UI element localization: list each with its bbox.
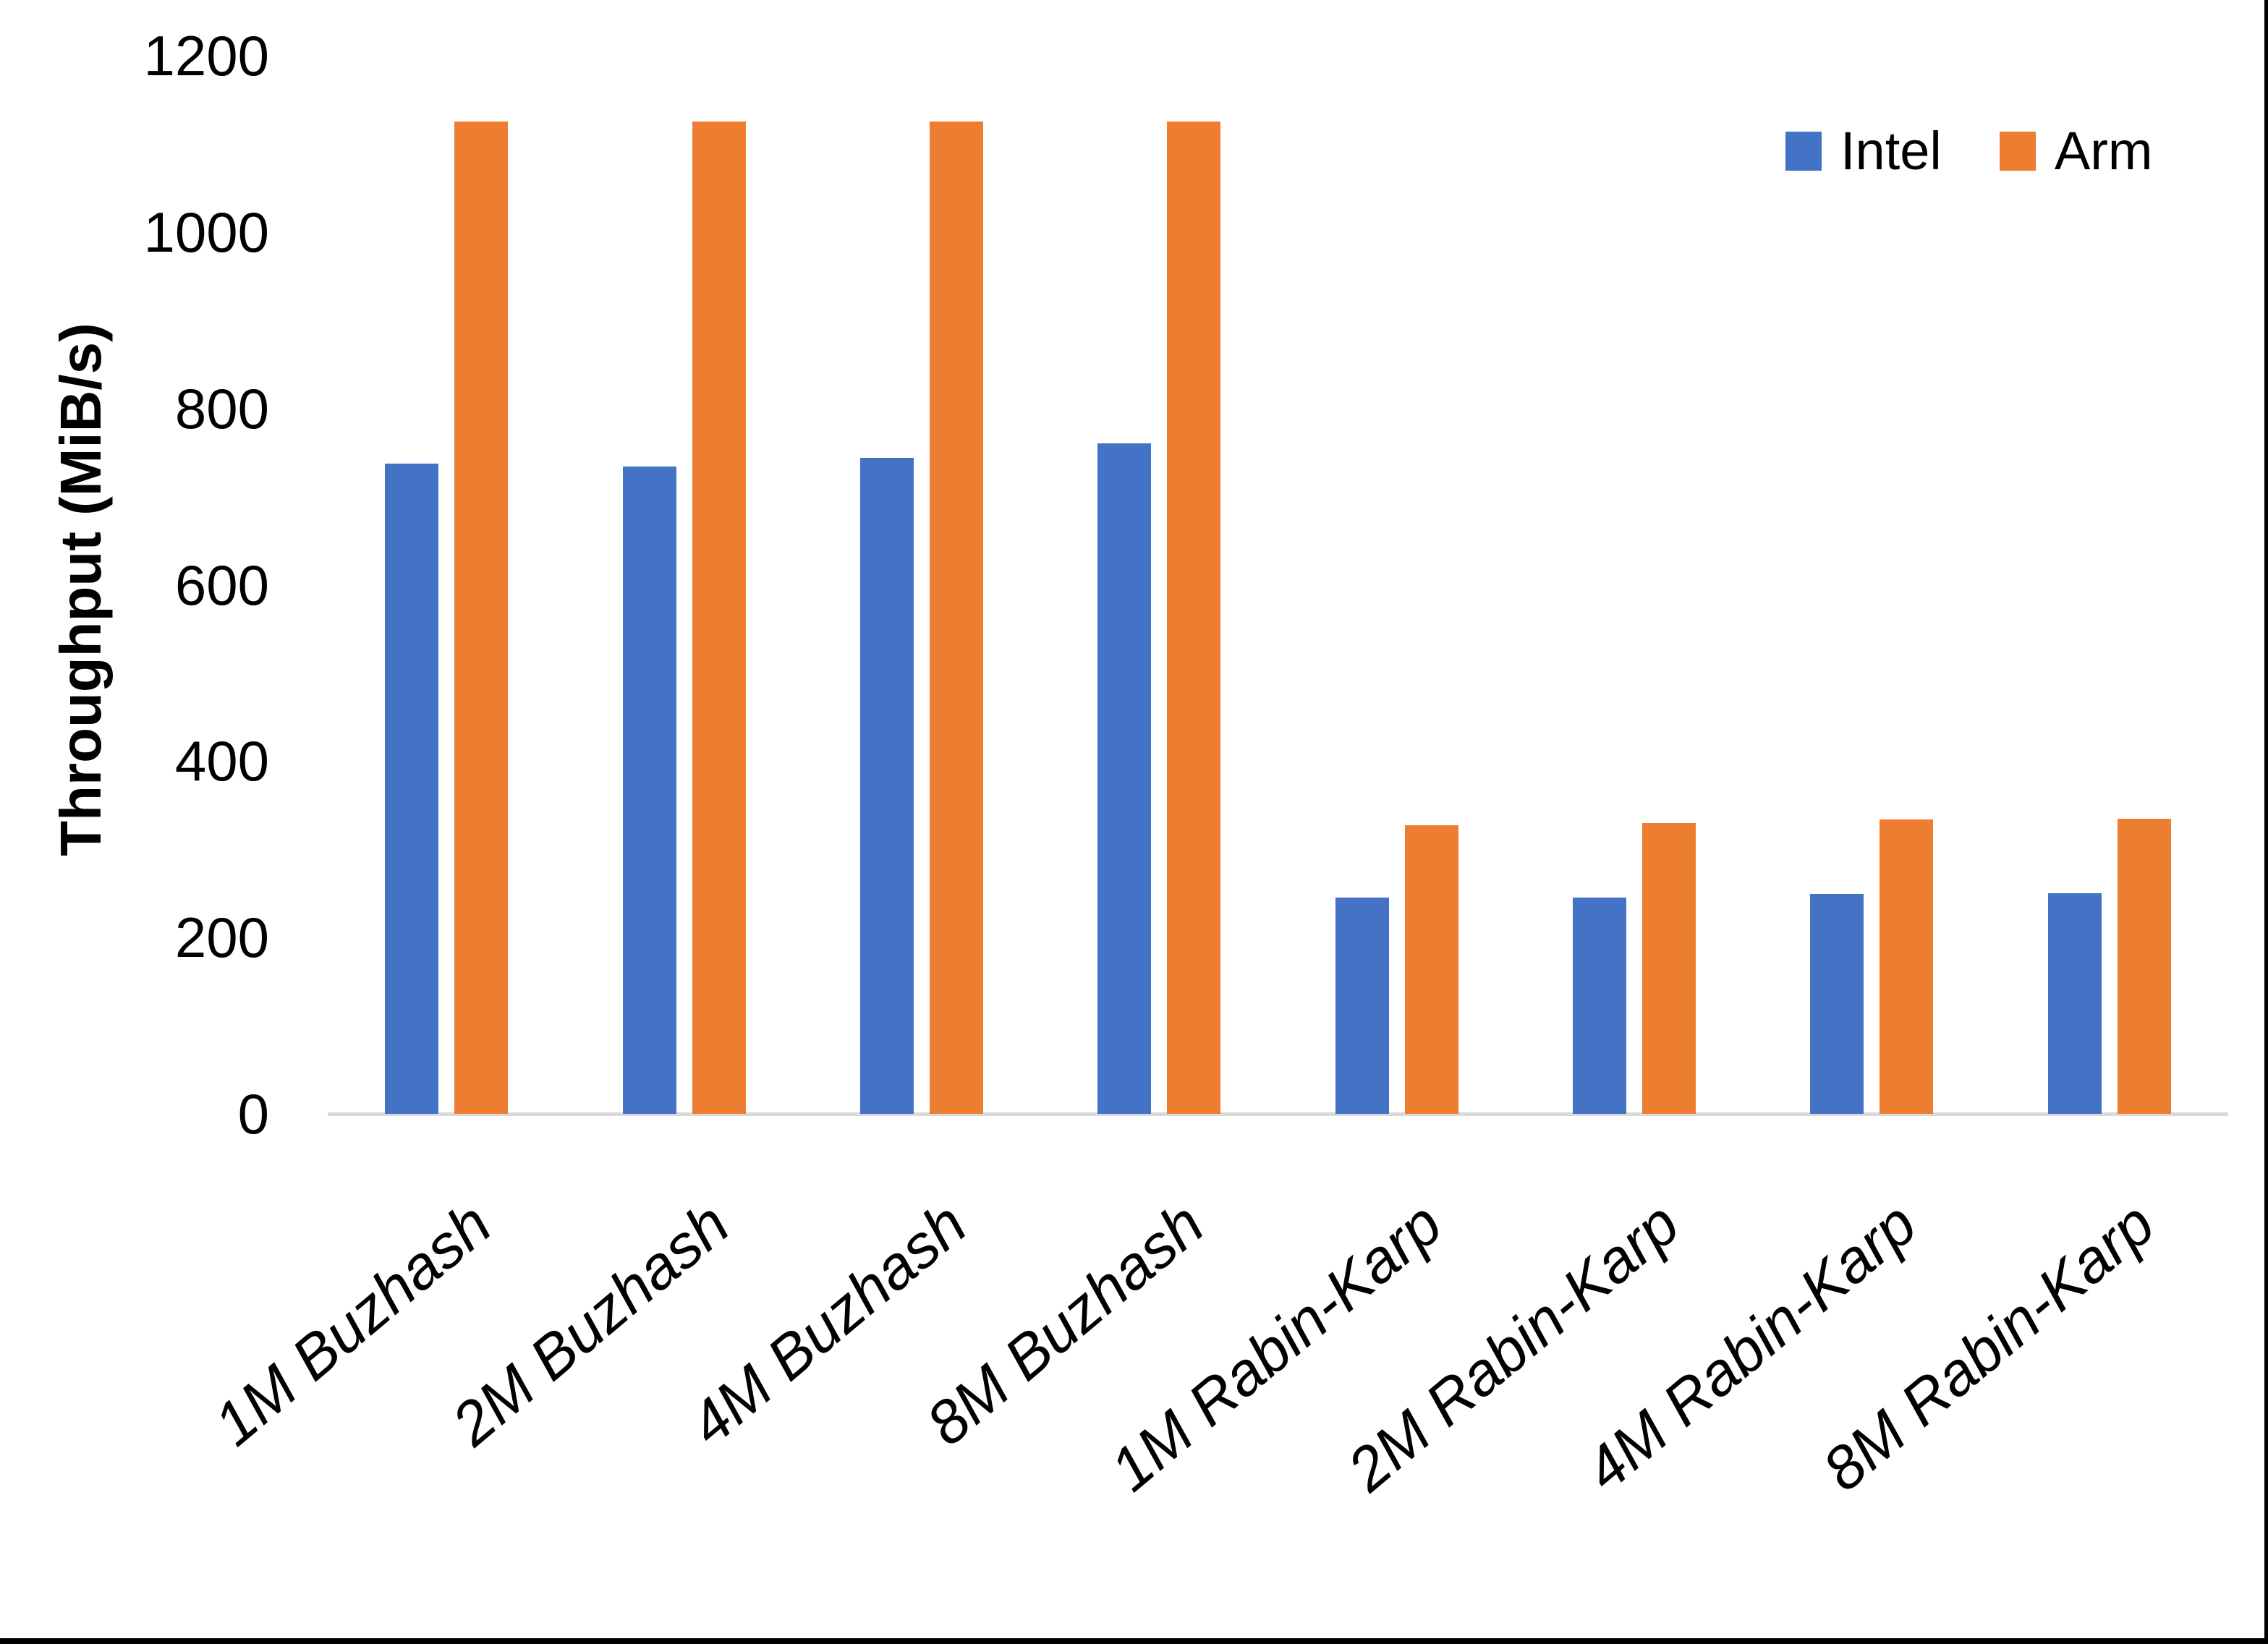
screenshot-bottom-edge — [0, 1638, 2268, 1644]
legend-item-arm: Arm — [1999, 121, 2153, 181]
y-tick-label: 600 — [174, 553, 269, 617]
y-tick-label: 0 — [237, 1082, 269, 1146]
bar-arm-4m-rabin-karp — [1880, 819, 1933, 1114]
y-tick-label: 1000 — [143, 200, 269, 264]
y-tick-label: 400 — [174, 729, 269, 793]
bar-arm-2m-rabin-karp — [1642, 823, 1696, 1114]
bar-arm-4m-buzhash — [930, 122, 983, 1114]
legend-label-intel: Intel — [1840, 121, 1942, 181]
bar-intel-8m-rabin-karp — [2048, 893, 2102, 1114]
legend-swatch-intel — [1785, 132, 1822, 171]
bar-arm-2m-buzhash — [692, 122, 746, 1114]
bar-arm-8m-buzhash — [1167, 122, 1220, 1114]
bar-intel-1m-buzhash — [385, 464, 438, 1114]
legend-item-intel: Intel — [1785, 124, 1942, 178]
bar-intel-8m-buzhash — [1097, 443, 1151, 1114]
bar-intel-2m-rabin-karp — [1573, 898, 1626, 1114]
legend-swatch-arm — [1999, 132, 2036, 171]
bar-intel-4m-buzhash — [860, 458, 914, 1114]
x-axis-line — [328, 1112, 2228, 1116]
y-tick-label: 200 — [174, 906, 269, 970]
y-tick-label: 800 — [174, 376, 269, 440]
bar-intel-2m-buzhash — [623, 467, 676, 1114]
bar-intel-1m-rabin-karp — [1335, 898, 1389, 1114]
legend-label-arm: Arm — [2054, 121, 2153, 181]
bar-arm-1m-rabin-karp — [1405, 825, 1458, 1114]
screenshot-right-edge — [2264, 0, 2268, 1644]
bar-arm-8m-rabin-karp — [2118, 819, 2171, 1114]
bar-intel-4m-rabin-karp — [1810, 894, 1864, 1114]
y-tick-label: 1200 — [143, 24, 269, 88]
bar-arm-1m-buzhash — [454, 122, 508, 1114]
legend: Intel Arm — [1785, 124, 2153, 178]
